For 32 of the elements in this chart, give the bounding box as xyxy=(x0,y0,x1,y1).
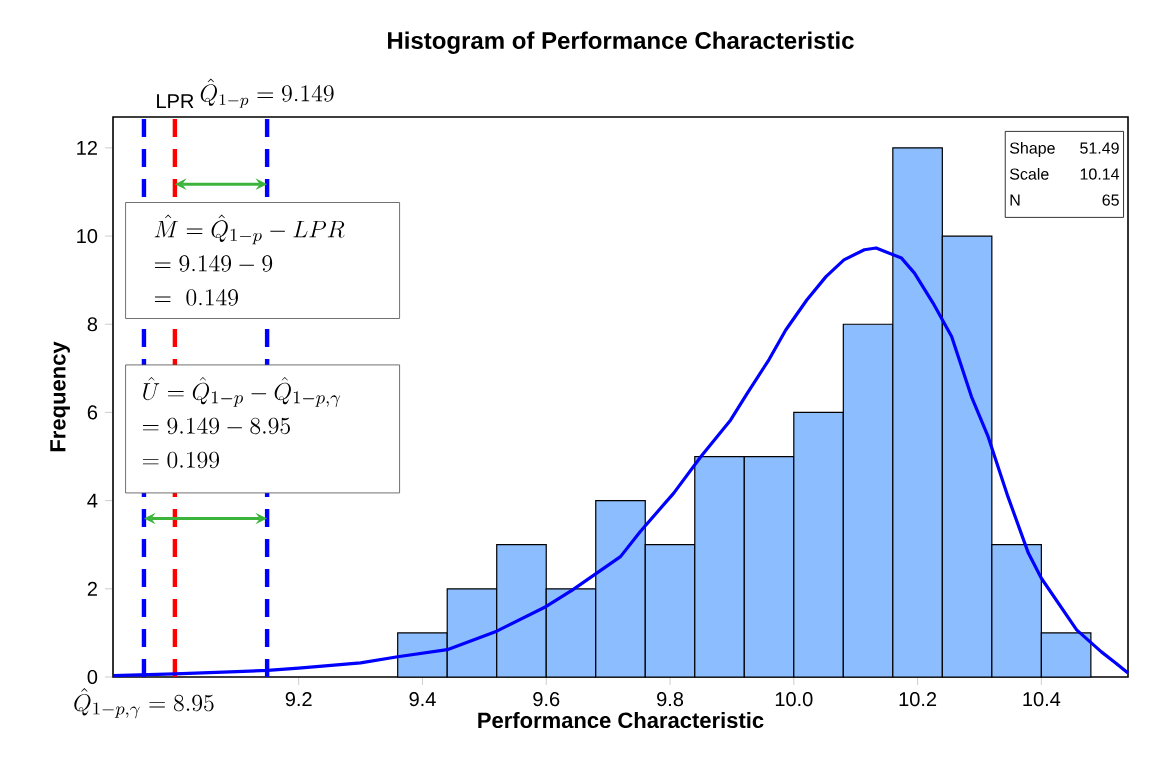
y-tick-label: 6 xyxy=(87,405,98,420)
x-tick-label: 9.4 xyxy=(409,692,436,707)
annotation: $=~ 0.149$ xyxy=(154,289,238,306)
x-tick-label: 10.2 xyxy=(899,692,937,707)
annotation: $= 9.149 - 9$ xyxy=(154,255,273,272)
x-tick-label: 9.6 xyxy=(533,692,560,707)
annotation: $\hat{U} = \hat{Q}_{1-p} - \hat{Q}_{1-p,\gamma}$ xyxy=(143,376,341,408)
annotation: 51.49 xyxy=(1080,142,1119,154)
annotation: N xyxy=(1010,194,1020,206)
x-tick-label: 10.4 xyxy=(1023,692,1061,707)
annotation: $= 9.149 - 8.95$ xyxy=(142,417,290,435)
y-axis-title: Frequency xyxy=(50,341,70,452)
annotation: 65 xyxy=(1102,194,1119,206)
ref-line-label: LPR xyxy=(157,94,194,108)
annotation: Shape xyxy=(1009,141,1055,157)
x-axis-title: Performance Characteristic xyxy=(478,711,764,729)
x-tick-label: 9.8 xyxy=(657,692,684,707)
y-tick-label: 0 xyxy=(87,669,98,685)
chart-title: Histogram of Performance Characteristic xyxy=(388,31,854,54)
y-tick-label: 8 xyxy=(87,317,98,332)
x-tick-label: 10.0 xyxy=(775,692,813,707)
y-tick-label: 10 xyxy=(77,228,98,244)
y-tick-label: 2 xyxy=(87,581,97,596)
annotation: $\hat{M} = \hat{Q}_{1-p} - LPR$ xyxy=(154,214,345,245)
annotation: $= 0.199$ xyxy=(142,451,220,469)
annotation: 10.14 xyxy=(1080,168,1120,180)
ref-line-label: $\hat{Q}_{1-p} = 9.149$ xyxy=(200,78,334,108)
y-tick-label: 4 xyxy=(87,493,98,508)
annotation: Scale xyxy=(1009,167,1049,180)
x-tick-label: 9.2 xyxy=(285,692,312,707)
annotation: $\hat{Q}_{1-p,\gamma} = 8.95$ xyxy=(74,688,214,719)
y-tick-label: 12 xyxy=(77,140,97,155)
